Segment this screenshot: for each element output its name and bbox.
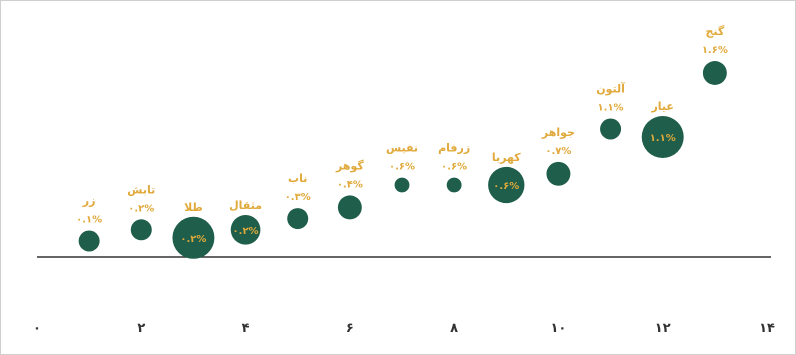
bubble-name-label: نفیس (386, 142, 418, 155)
bubble-point[interactable] (337, 195, 362, 220)
x-tick-label: ۱۲ (655, 321, 671, 336)
bubble-name-label: آلتون (596, 82, 625, 96)
bubble-value-label: ۰.۶% (441, 162, 467, 173)
bubble-value-label: ۰.۳% (285, 192, 311, 203)
bubble-name-label: کهربا (492, 151, 521, 164)
bubble-point[interactable] (172, 216, 215, 259)
bubble-point[interactable] (600, 118, 622, 140)
bubble-name-label: عیار (650, 100, 673, 113)
x-tick-label: ۰ (33, 321, 41, 336)
x-tick-label: ۲ (137, 321, 145, 336)
x-tick-label: ۶ (346, 321, 354, 336)
bubble-value-label: ۰.۴% (337, 179, 363, 190)
bubble-name-label: ناب (288, 172, 307, 185)
x-tick-label: ۱۴ (759, 321, 775, 336)
bubble-name-label: زرفام (438, 142, 470, 155)
bubble-value-label: ۱.۱% (650, 133, 676, 144)
bubble-name-label: زر (82, 195, 96, 208)
bubble-point[interactable] (546, 161, 571, 186)
bubble-name-label: طلا (184, 201, 203, 214)
bubble-name-label: گنج (705, 25, 724, 38)
bubble-point[interactable] (230, 214, 261, 245)
x-tick-label: ۴ (242, 321, 250, 336)
bubble-point[interactable] (130, 219, 152, 241)
bubble-value-label: ۰.۲% (180, 234, 206, 245)
bubble-value-label: ۰.۱% (76, 215, 102, 226)
bubble-point[interactable] (641, 116, 684, 158)
bubble-value-label: ۱.۶% (702, 45, 728, 56)
bubble-point[interactable] (394, 177, 410, 193)
x-tick-label: ۱۰ (550, 321, 566, 336)
bubble-name-label: مثقال (229, 199, 262, 212)
bubble-value-label: ۱.۱% (598, 103, 624, 114)
bubble-point[interactable] (446, 177, 462, 193)
bubble-name-label: گوهر (335, 159, 364, 172)
bubble-value-label: ۰.۶% (389, 162, 415, 173)
bubble-point[interactable] (287, 208, 309, 230)
bubble-point[interactable] (78, 230, 100, 252)
bubble-name-label: جواهر (541, 126, 575, 139)
bubble-point[interactable] (702, 61, 727, 85)
bubble-value-label: ۰.۶% (493, 181, 519, 192)
bubble-value-label: ۰.۲% (233, 226, 259, 237)
bubble-point[interactable] (488, 166, 525, 204)
bubble-value-label: ۰.۷% (545, 146, 571, 157)
x-tick-label: ۸ (450, 321, 458, 336)
bubble-value-label: ۰.۲% (128, 203, 154, 214)
bubble-name-label: تابش (127, 183, 155, 196)
